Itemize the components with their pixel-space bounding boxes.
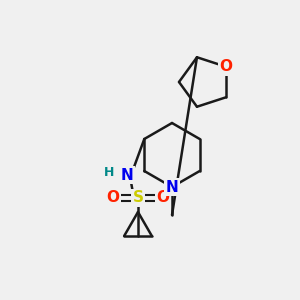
Text: S: S xyxy=(133,190,143,206)
Text: O: O xyxy=(106,190,119,206)
Text: O: O xyxy=(157,190,169,206)
Text: N: N xyxy=(166,179,178,194)
Text: N: N xyxy=(121,167,134,182)
Text: O: O xyxy=(220,59,232,74)
Text: H: H xyxy=(104,166,114,178)
